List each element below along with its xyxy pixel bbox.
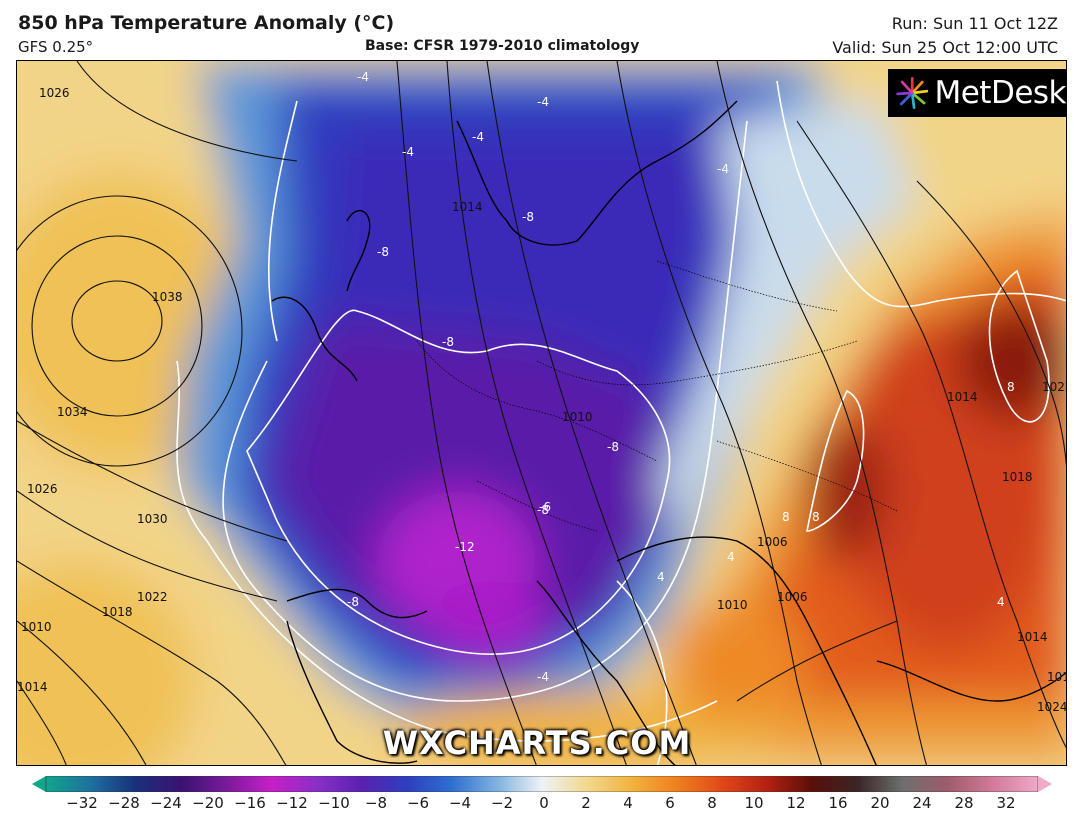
colorbar-tick-label: 8 (707, 794, 717, 812)
chart-title: 850 hPa Temperature Anomaly (°C) (18, 12, 395, 34)
isobar-label: 1022 (137, 590, 168, 604)
base-climatology-label: Base: CFSR 1979-2010 climatology (365, 38, 640, 54)
colorbar-tick-label: 4 (623, 794, 633, 812)
colorbar-tick-label: 24 (912, 794, 932, 812)
isobar-label: 1014 (1047, 670, 1067, 684)
colorbar-tick-label: 16 (828, 794, 848, 812)
anomaly-label: -8 (377, 245, 389, 259)
isobar-label: 1010 (717, 598, 748, 612)
isobar-label: 1034 (57, 405, 88, 419)
colorbar-tick-label: −8 (364, 794, 388, 812)
colorbar-tick-label: −4 (448, 794, 472, 812)
anomaly-label: -8 (607, 440, 619, 454)
colorbar-right-arrow (1038, 776, 1052, 792)
anomaly-label: 4 (997, 595, 1005, 609)
anomaly-label: 8 (812, 510, 820, 524)
map-canvas: 1026 1038 1034 1026 1030 1014 1018 1022 1010 1014… (17, 61, 1067, 765)
colorbar-tick-label: 12 (786, 794, 806, 812)
isobars (17, 61, 1066, 765)
anomaly-label: -12 (455, 540, 475, 554)
anomaly-label: 4 (657, 570, 665, 584)
anomaly-label: -4 (402, 145, 414, 159)
colorbar-tick-label: 20 (870, 794, 890, 812)
colorbar-left-arrow (32, 776, 46, 792)
isobar-labels: 1026 1038 1034 1026 1030 1014 1018 1022 1010 1014… (17, 86, 1067, 714)
isobar-label: 1010 (562, 410, 593, 424)
isobar-label: 1022 (1042, 380, 1067, 394)
isobar-label: 1024 (1037, 700, 1067, 714)
isobar-label: 1018 (102, 605, 133, 619)
isobar-label: 1030 (137, 512, 168, 526)
isobar-label: 1014 (947, 390, 978, 404)
anomaly-label: -4 (472, 130, 484, 144)
anomaly-label: -4 (537, 95, 549, 109)
anomaly-label: -4 (537, 670, 549, 684)
colorbar-tick-label: 32 (996, 794, 1016, 812)
run-time-label: Run: Sun 11 Oct 12Z (891, 14, 1058, 33)
temperature-anomaly-map: 1026 1038 1034 1026 1030 1014 1018 1022 1010 1014… (16, 60, 1067, 766)
anomaly-label: -8 (347, 595, 359, 609)
metdesk-starburst-icon (896, 77, 929, 109)
anomaly-label: -4 (357, 70, 369, 84)
colorbar-gradient (45, 776, 1039, 792)
metdesk-logo: MetDesk (888, 69, 1066, 117)
colorbar-tick-label: −24 (150, 794, 182, 812)
isobar-label: 1026 (27, 482, 58, 496)
colorbar-tick-label: −10 (318, 794, 350, 812)
colorbar-tick-label: −20 (192, 794, 224, 812)
isobar-label: 1018 (1002, 470, 1033, 484)
colorbar-tick-label: 10 (744, 794, 764, 812)
colorbar-tick-label: 2 (581, 794, 591, 812)
isobar-label: 1038 (152, 290, 183, 304)
watermark: WXCHARTS.COM (382, 724, 692, 762)
anomaly-label: -6 (539, 500, 551, 514)
anomaly-field (17, 61, 1066, 765)
isobar-label: 1010 (21, 620, 52, 634)
colorbar-tick-label: −32 (66, 794, 98, 812)
isobar-label: 1014 (17, 680, 48, 694)
model-label: GFS 0.25° (18, 38, 94, 56)
isobar-label: 1006 (777, 590, 808, 604)
colorbar-tick-label: 0 (539, 794, 549, 812)
anomaly-label: 8 (1007, 380, 1015, 394)
colorbar-tick-label: 28 (954, 794, 974, 812)
isobar-label: 1014 (1017, 630, 1048, 644)
colorbar (32, 776, 1052, 792)
colorbar-tick-label: −28 (108, 794, 140, 812)
colorbar-ticks: −32 −28 −24 −20 −16 −12 −10 −8 −6 −4 −2 0 2 4 6 8 10 12 16… (0, 794, 1074, 818)
valid-time-label: Valid: Sun 25 Oct 12:00 UTC (832, 38, 1058, 57)
anomaly-label: 4 (727, 550, 735, 564)
isobar-label: 1014 (452, 200, 483, 214)
colorbar-tick-label: −2 (490, 794, 514, 812)
anomaly-label: -8 (522, 210, 534, 224)
anomaly-label: -4 (717, 162, 729, 176)
colorbar-tick-label: −16 (234, 794, 266, 812)
coastlines (271, 100, 1066, 765)
borders (416, 260, 898, 532)
isobar-label: 1026 (39, 86, 70, 100)
anomaly-label: -8 (537, 503, 549, 517)
isobar-label: 1006 (757, 535, 788, 549)
logo-text: MetDesk (934, 75, 1066, 111)
colorbar-tick-label: 6 (665, 794, 675, 812)
anomaly-label: -8 (442, 335, 454, 349)
colorbar-tick-label: −12 (276, 794, 308, 812)
anomaly-label: 8 (782, 510, 790, 524)
colorbar-tick-label: −6 (406, 794, 430, 812)
